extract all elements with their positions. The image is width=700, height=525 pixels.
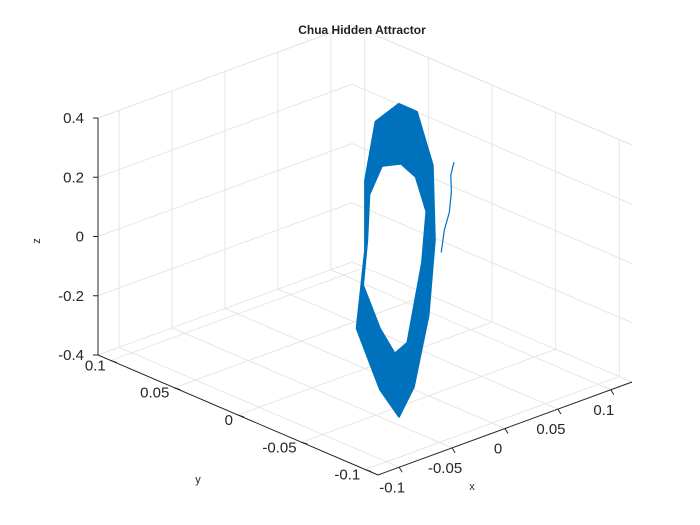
chart-title: Chua Hidden Attractor: [298, 23, 426, 37]
tick-layer: -0.1-0.0500.050.1-0.1-0.0500.050.1-0.4-0…: [58, 110, 614, 496]
x-tick-label: -0.1: [379, 479, 405, 496]
attractor-ring: [355, 102, 436, 418]
side-wall-grid-line-z: [351, 202, 633, 324]
y-axis-label: y: [195, 474, 201, 486]
y-tick-label: 0: [225, 412, 233, 429]
x-tick-label: 0.1: [593, 402, 614, 419]
transient-trajectory: [440, 162, 455, 253]
grid-layer: [97, 24, 633, 471]
y-tick-mark: [174, 387, 181, 391]
data-layer: [355, 102, 455, 418]
z-tick-label: 0: [76, 229, 84, 246]
z-axis-label: z: [31, 238, 43, 244]
z-tick-label: 0.2: [63, 169, 84, 186]
box-top-edge: [97, 24, 353, 119]
x-tick-mark: [504, 428, 509, 434]
y-tick-mark: [237, 414, 245, 418]
x-tick-mark: [610, 389, 615, 396]
floor-grid-line-y: [110, 266, 365, 361]
floor-grid-line-y: [174, 294, 429, 389]
y-tick-label: 0.05: [140, 385, 169, 402]
y-tick-mark: [301, 441, 308, 445]
floor-grid-line-y: [237, 321, 493, 416]
x-tick-mark: [557, 408, 562, 415]
x-tick-mark: [398, 466, 403, 473]
box-top-edge: [351, 24, 633, 146]
floor-grid-line-y: [301, 348, 556, 443]
side-wall-grid-line-z: [351, 261, 633, 383]
y-tick-label: -0.1: [334, 467, 360, 484]
y-tick-label: 0.1: [85, 357, 106, 374]
z-tick-label: -0.4: [58, 347, 84, 364]
x-tick-label: 0: [494, 441, 502, 458]
back-wall-grid-line-z: [97, 143, 353, 237]
back-wall-grid-line-z: [97, 261, 353, 356]
z-tick-label: 0.4: [63, 110, 84, 127]
y-tick-mark: [365, 469, 372, 473]
back-wall-grid-line-z: [97, 202, 353, 297]
x-axis-label: x: [469, 481, 475, 493]
floor-grid-line-y: [365, 376, 620, 471]
x-tick-mark: [451, 447, 456, 454]
y-tick-mark: [110, 359, 117, 363]
back-wall-grid-line-z: [97, 83, 353, 178]
x-tick-label: -0.05: [428, 460, 462, 477]
z-tick-label: -0.2: [58, 288, 84, 305]
y-tick-label: -0.05: [262, 439, 296, 456]
x-tick-label: 0.05: [536, 421, 565, 438]
